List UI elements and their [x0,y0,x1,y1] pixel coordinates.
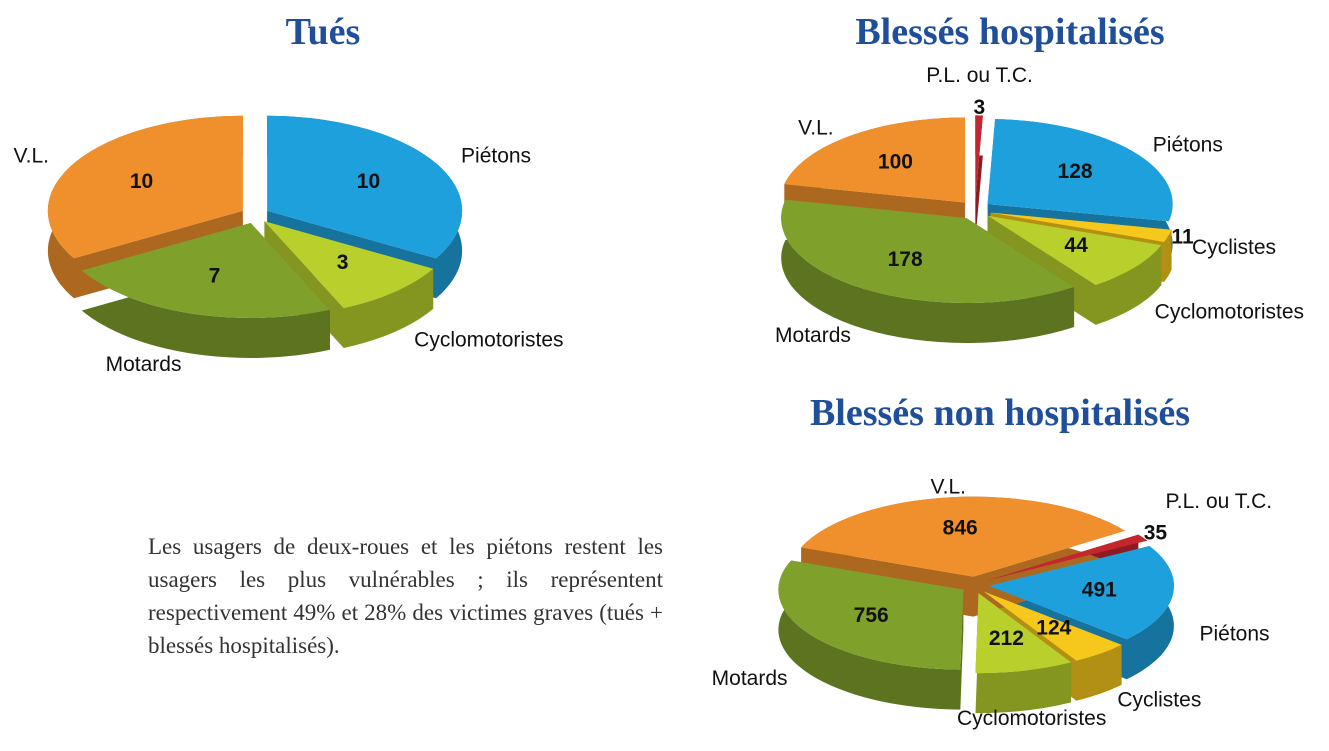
slice [987,119,1173,222]
slice [47,115,243,259]
category-label: Motards [106,353,182,376]
data-label: 3 [974,96,986,119]
data-label: 44 [1064,234,1088,257]
category-label: Piétons [461,145,531,168]
slice [986,534,1148,581]
category-label: Cyclomotoristes [414,329,563,352]
slice [781,199,1075,304]
category-label: Piétons [1153,134,1223,157]
data-label: 10 [130,170,153,193]
slice [264,221,434,309]
data-label: 11 [1171,225,1194,248]
category-label: Motards [712,667,788,690]
data-label: 128 [1058,160,1093,183]
category-label: Piétons [1199,623,1269,646]
slice [975,115,983,201]
category-label: Cyclistes [1117,688,1201,711]
slice [990,212,1172,242]
data-label: 178 [888,248,923,271]
category-label: V.L. [798,117,833,140]
slice [983,591,1122,661]
category-label: P.L. ou T.C. [1165,490,1272,513]
slice [987,215,1162,285]
chart-title: Blessés hospitalisés [855,11,1164,53]
data-label: 212 [989,627,1024,650]
chart-title: Tués [286,11,361,53]
data-label: 7 [209,265,221,288]
data-label: 100 [878,150,913,173]
slice [267,115,463,259]
paragraph: Les usagers de deux-roues et les piétons… [148,534,663,658]
slice [778,560,964,670]
data-label: 756 [854,604,889,627]
category-label: V.L. [14,145,49,168]
data-label: 124 [1036,616,1071,639]
category-label: Cyclomotoristes [957,707,1106,730]
data-label: 10 [357,170,380,193]
slice [975,593,1072,674]
slice-side [983,591,1122,701]
category-label: Cyclistes [1192,236,1276,259]
data-label: 491 [1082,578,1117,601]
slice [784,117,965,203]
category-label: V.L. [931,476,966,499]
chart-title: Blessés non hospitalisés [810,392,1190,434]
slice [988,546,1174,640]
slice [81,222,330,318]
data-label: 846 [943,517,978,540]
category-label: Motards [775,324,851,347]
slice [801,496,1125,577]
category-label: P.L. ou T.C. [926,64,1033,87]
category-label: Cyclomotoristes [1155,300,1304,323]
data-label: 3 [337,251,349,274]
data-label: 35 [1144,522,1168,545]
